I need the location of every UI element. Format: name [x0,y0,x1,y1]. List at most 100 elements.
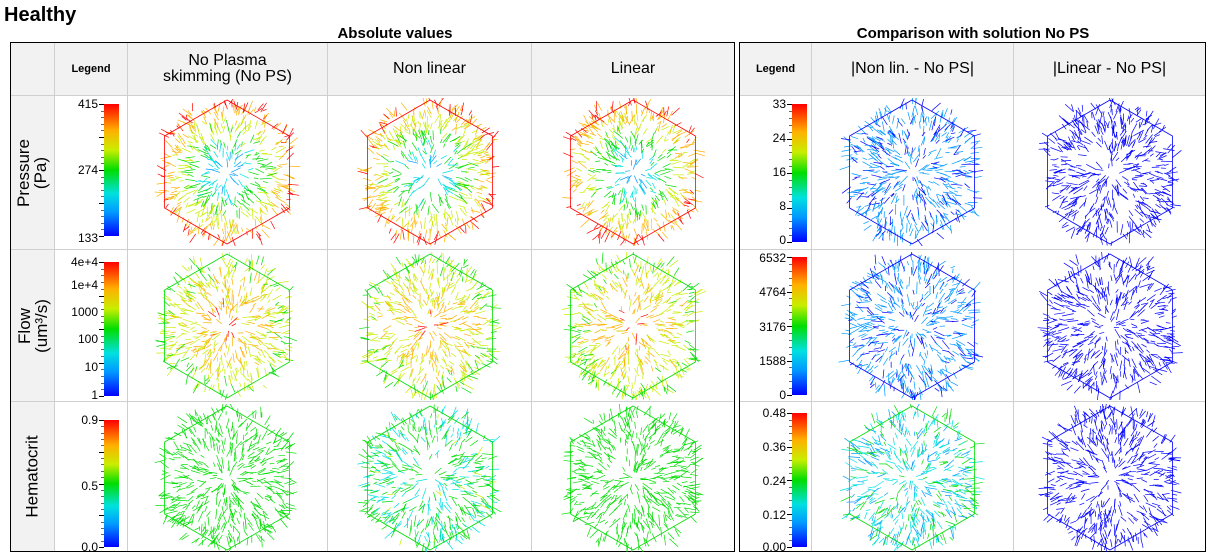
tick-label: 8 [779,199,786,213]
col-header-legend: Legend [71,63,111,75]
colorbar-tick [789,439,792,441]
tick-label: 0.24 [762,474,786,488]
colorbar-tick [101,382,104,384]
tick-label: 1588 [759,354,786,368]
colorbar-tick [789,459,792,461]
absolute-values-panel [10,42,735,552]
colorbar-tick [101,209,104,211]
colorbar-tick [101,163,104,165]
colorbar-tick [789,453,792,455]
tick-label: 16 [772,165,786,179]
tick-label: 415 [77,97,98,111]
colorbar-tick [101,130,104,132]
colorbar-tick [101,123,104,125]
col-header-legend-diff: Legend [755,63,796,75]
tick-label: 1e+4 [70,278,98,292]
colorbar-tick [789,270,792,272]
colorbar-pressure-diff [792,104,807,242]
colorbar-tick [101,308,104,310]
tick-label: 4764 [759,285,786,299]
vessel-network-image [1038,404,1182,552]
colorbar-tick [789,305,792,307]
tick-label: 274 [77,163,98,177]
vessel-network-image [838,252,984,400]
colorbar-tick [101,349,104,351]
colorbar-tick [787,480,792,481]
vessel-network-image [561,404,704,552]
col-header-diff-lin: |Linear - No PS| [1052,60,1167,77]
colorbar-tick [789,426,792,428]
colorbar-tick [787,547,792,548]
colorbar-tick [101,342,104,344]
colorbar-tick [101,496,104,498]
colorbar-tick [101,315,104,317]
row-header-pressure: Pressure (Pa) [14,138,51,207]
colorbar-tick [101,432,104,434]
colorbar-tick [789,319,792,321]
colorbar-tick [789,520,792,522]
tick-label: 4e+4 [70,255,98,269]
colorbar-tick [101,489,104,491]
colorbar-tick [789,540,792,542]
colorbar-tick [789,367,792,369]
colorbar-tick [787,446,792,448]
page-title: Healthy [4,4,77,26]
colorbar-tick [787,257,792,258]
colorbar-tick [789,500,792,502]
tick-label: 10 [84,360,98,374]
tick-label: 3176 [759,320,786,334]
colorbar-tick [99,137,104,138]
colorbar-tick [101,189,104,191]
colorbar-tick [101,268,104,270]
colorbar-tick [789,526,792,528]
colorbar-tick [101,302,104,304]
tick-label: 6532 [759,251,786,265]
colorbar-tick [787,513,792,515]
colorbar-tick [787,413,792,414]
tick-label: 0.00 [762,540,786,554]
colorbar-tick [101,222,104,224]
colorbar-tick [787,173,792,174]
colorbar-tick [789,235,792,237]
vessel-network-image [561,252,707,400]
vessel-network-image [357,404,502,552]
colorbar-tick [101,335,104,337]
colorbar-tick [101,369,104,371]
col-header-non-linear: Non linear [393,60,466,77]
colorbar-tick [787,395,792,396]
tick-label: 0.12 [762,508,786,522]
colorbar-tick [101,322,104,324]
vessel-network-image [839,98,984,246]
colorbar-tick [789,263,792,265]
colorbar-tick [789,277,792,279]
colorbar-tick [787,242,792,243]
colorbar-tick [787,138,792,140]
colorbar-tick [101,176,104,178]
col-header-diff-nonlin: |Non lin. - No PS| [850,60,975,77]
colorbar-tick [101,156,104,158]
colorbar-tick [789,381,792,383]
colorbar-tick [101,196,104,198]
colorbar-tick [789,388,792,390]
colorbar-tick [789,110,792,112]
colorbar-tick [101,527,104,529]
tick-label: 133 [77,231,98,245]
colorbar-tick [101,183,104,185]
colorbar-tick [99,451,104,453]
colorbar-tick [101,439,104,441]
tick-label: 0.9 [81,413,98,427]
colorbar-tick [101,445,104,447]
colorbar-tick [101,458,104,460]
tick-label: 0.0 [81,540,98,554]
colorbar-tick [789,298,792,300]
colorbar-tick [789,419,792,421]
colorbar-tick [101,426,104,428]
colorbar-tick [99,236,104,237]
colorbar-tick [789,186,792,188]
colorbar-tick [787,104,792,105]
colorbar-tick [101,464,104,466]
vessel-network-image [1038,98,1182,246]
vessel-network-image [1037,252,1183,400]
colorbar-tick [789,374,792,376]
group-title-comparison: Comparison with solution No PS [856,25,1090,42]
